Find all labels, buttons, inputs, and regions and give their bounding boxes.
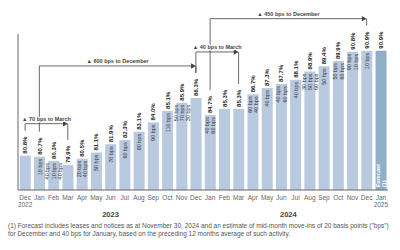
svg-text:50 bps: 50 bps [307, 73, 313, 90]
svg-text:80.7%: 80.7% [37, 137, 43, 155]
svg-text:50 bps: 50 bps [332, 63, 338, 80]
svg-text:85.3%: 85.3% [222, 89, 228, 107]
svg-text:70 bps: 70 bps [179, 104, 185, 121]
svg-text:60 bps: 60 bps [313, 73, 319, 90]
svg-text:(1): (1) [381, 180, 387, 187]
svg-text:110 bps: 110 bps [165, 113, 171, 132]
svg-text:86.3%: 86.3% [193, 78, 199, 96]
svg-text:89.4%: 89.4% [321, 47, 327, 65]
svg-text:40 bps: 40 bps [275, 86, 281, 103]
svg-text:60 bps: 60 bps [339, 63, 345, 80]
svg-text:Mar: Mar [62, 194, 74, 201]
svg-text:Aug: Aug [133, 194, 145, 202]
svg-text:Dec: Dec [19, 194, 31, 201]
svg-text:87.7%: 87.7% [278, 64, 284, 82]
svg-text:40 bps: 40 bps [204, 117, 210, 134]
svg-text:89.9%: 89.9% [335, 41, 341, 59]
svg-text:80.8%: 80.8% [22, 136, 28, 154]
svg-text:Feb: Feb [219, 194, 231, 201]
html-text:(1) Forecast includes leases a: (1) Forecast includes leases and notices… [8, 222, 389, 237]
svg-text:50 bps: 50 bps [321, 68, 327, 85]
svg-text:81.9%: 81.9% [108, 125, 114, 143]
svg-text:2025: 2025 [374, 201, 389, 208]
svg-text:88.9%: 88.9% [307, 52, 313, 70]
svg-text:90.9%: 90.9% [364, 31, 370, 49]
svg-text:40 bps: 40 bps [253, 96, 259, 113]
svg-text:Apr: Apr [77, 194, 88, 202]
svg-text:79.9%: 79.9% [65, 145, 71, 163]
svg-text:10 bps: 10 bps [37, 158, 43, 175]
svg-text:50 bps: 50 bps [93, 154, 99, 171]
svg-text:Dec: Dec [361, 194, 373, 201]
svg-text:Sep: Sep [147, 194, 159, 202]
svg-text:20 bps: 20 bps [76, 161, 82, 178]
svg-text:2024: 2024 [280, 210, 298, 219]
svg-text:60 bps: 60 bps [210, 117, 216, 134]
svg-text:40 bps: 40 bps [82, 161, 88, 178]
svg-text:84.0%: 84.0% [150, 103, 156, 121]
svg-text:Jun: Jun [276, 194, 287, 201]
svg-text:Nov: Nov [347, 194, 359, 201]
svg-text:2022: 2022 [18, 201, 33, 208]
svg-text:90 bps: 90 bps [150, 124, 156, 141]
svg-text:Apr: Apr [248, 194, 259, 202]
svg-text:84.7%: 84.7% [207, 95, 213, 113]
svg-text:80 bps: 80 bps [136, 134, 142, 151]
svg-text:Mar: Mar [233, 194, 245, 201]
svg-text:Jan: Jan [376, 194, 387, 201]
svg-text:Oct: Oct [162, 194, 172, 201]
svg-text:40 bps: 40 bps [44, 163, 50, 180]
svg-text:2023: 2023 [102, 210, 119, 219]
svg-text:86.7%: 86.7% [250, 75, 256, 93]
svg-text:Aug: Aug [304, 194, 316, 202]
svg-text:Oct: Oct [333, 194, 343, 201]
svg-text:40 bps: 40 bps [293, 82, 299, 99]
svg-text:90.8%: 90.8% [350, 32, 356, 50]
svg-text:10 bps: 10 bps [364, 52, 370, 69]
svg-text:70 bps: 70 bps [108, 146, 114, 163]
svg-text:60 bps: 60 bps [282, 86, 288, 103]
svg-text:60 bps: 60 bps [122, 142, 128, 159]
svg-text:Jan: Jan [205, 194, 216, 201]
svg-text:Dec: Dec [190, 194, 202, 201]
svg-text:Sep: Sep [318, 194, 330, 202]
svg-text:May: May [261, 194, 274, 202]
svg-text:Jul: Jul [291, 194, 300, 201]
svg-text:83.1%: 83.1% [136, 112, 142, 130]
svg-text:Jul: Jul [121, 194, 130, 201]
svg-text:80.5%: 80.5% [79, 139, 85, 157]
svg-text:Jun: Jun [105, 194, 116, 201]
svg-text:Nov: Nov [176, 194, 188, 201]
svg-text:50 bps: 50 bps [172, 104, 178, 121]
svg-text:90 bps: 90 bps [346, 53, 352, 70]
svg-text:May: May [90, 194, 103, 202]
svg-text:87.3%: 87.3% [264, 68, 270, 86]
svg-text:85.3%: 85.3% [236, 89, 242, 107]
svg-text:30 bps: 30 bps [301, 73, 307, 90]
svg-text:▲ 70 bps to March: ▲ 70 bps to March [22, 116, 71, 122]
svg-text:90.9%: 90.9% [378, 31, 384, 49]
svg-text:82.3%: 82.3% [122, 120, 128, 138]
svg-text:▲ 600 bps to December: ▲ 600 bps to December [86, 58, 149, 64]
svg-text:▲ 450 bps to December: ▲ 450 bps to December [257, 11, 320, 17]
svg-text:Jan: Jan [34, 194, 45, 201]
svg-text:81.1%: 81.1% [93, 133, 99, 151]
svg-text:85.1%: 85.1% [165, 91, 171, 109]
svg-text:10 bps: 10 bps [51, 163, 57, 180]
svg-text:▲ 40 bps to March: ▲ 40 bps to March [193, 44, 242, 50]
svg-text:10 bps: 10 bps [353, 53, 359, 70]
svg-text:60 bps: 60 bps [247, 96, 253, 113]
svg-text:80.3%: 80.3% [51, 141, 57, 159]
svg-text:88.1%: 88.1% [293, 60, 299, 78]
svg-text:40 bps: 40 bps [264, 90, 270, 107]
svg-text:Feb: Feb [48, 194, 60, 201]
svg-text:40 bps: 40 bps [57, 163, 63, 180]
svg-text:Forecast: Forecast [375, 164, 381, 187]
svg-text:85.9%: 85.9% [179, 83, 185, 101]
svg-text:30 bps: 30 bps [185, 104, 191, 121]
